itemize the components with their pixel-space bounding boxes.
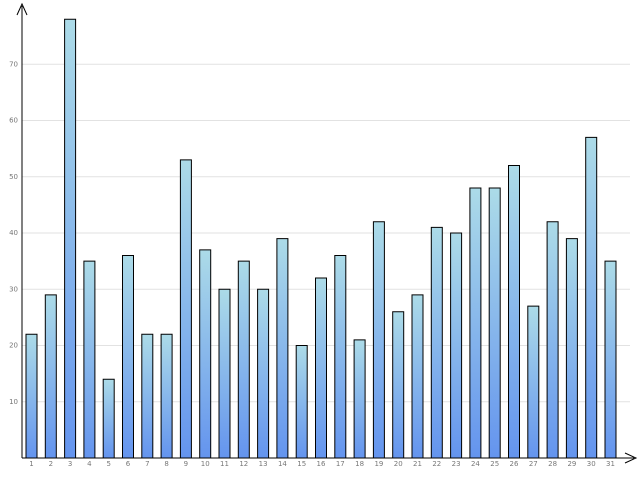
bar xyxy=(604,260,617,459)
x-tick-label: 4 xyxy=(87,460,92,468)
x-tick-label: 7 xyxy=(145,460,149,468)
y-tick-label: 30 xyxy=(9,285,18,293)
bar xyxy=(546,221,559,459)
bars: 1 2 3 4 5 6 7 8 9 10 11 12 13 14 15 16 17 18 19 20 21 22 23 24 2… xyxy=(25,18,617,468)
bar xyxy=(411,294,424,459)
x-tick-label: 2 xyxy=(49,460,53,468)
x-tick-label: 1 xyxy=(29,460,33,468)
x-tick-label: 25 xyxy=(490,460,499,468)
bar xyxy=(83,260,96,459)
x-tick-label: 22 xyxy=(432,460,441,468)
x-tick-label: 14 xyxy=(278,460,287,468)
bar xyxy=(295,345,308,459)
x-tick-label: 19 xyxy=(374,460,383,468)
y-tick-label: 40 xyxy=(9,229,18,237)
x-tick-label: 28 xyxy=(548,460,557,468)
x-tick-label: 27 xyxy=(529,460,538,468)
x-tick-label: 6 xyxy=(126,460,131,468)
x-tick-label: 15 xyxy=(297,460,306,468)
bar xyxy=(276,238,289,459)
bar xyxy=(44,294,57,459)
x-tick-label: 11 xyxy=(220,460,229,468)
x-tick-label: 8 xyxy=(164,460,168,468)
x-tick-label: 29 xyxy=(567,460,576,468)
y-tick-label: 50 xyxy=(9,173,18,181)
y-tick-label: 10 xyxy=(9,398,18,406)
bar xyxy=(315,277,327,459)
x-tick-label: 20 xyxy=(394,460,403,468)
bar xyxy=(160,333,173,459)
y-tick-label: 60 xyxy=(9,117,18,125)
x-tick-label: 24 xyxy=(471,460,480,468)
bar xyxy=(585,136,598,459)
x-tick-label: 23 xyxy=(452,460,461,468)
bar xyxy=(199,249,212,459)
x-tick-label: 5 xyxy=(106,460,110,468)
x-tick-label: 21 xyxy=(413,460,422,468)
bar xyxy=(334,255,347,459)
x-axis-arrow xyxy=(624,452,638,464)
bar xyxy=(527,305,540,459)
y-axis-arrow xyxy=(16,2,28,16)
x-tick-label: 13 xyxy=(259,460,268,468)
bar xyxy=(469,187,482,459)
x-tick-label: 31 xyxy=(606,460,615,468)
x-tick-label: 10 xyxy=(201,460,210,468)
bar xyxy=(102,378,115,459)
bar xyxy=(392,311,405,459)
bar xyxy=(508,165,520,459)
x-tick-label: 16 xyxy=(317,460,326,468)
bar xyxy=(64,18,77,459)
bar xyxy=(488,187,501,459)
x-tick-label: 17 xyxy=(336,460,345,468)
x-tick-label: 3 xyxy=(68,460,72,468)
y-tick-label: 70 xyxy=(9,60,18,68)
x-tick-label: 18 xyxy=(355,460,364,468)
bar xyxy=(353,339,366,459)
x-tick-label: 30 xyxy=(587,460,596,468)
bar xyxy=(237,260,250,459)
bar xyxy=(25,333,38,459)
x-tick-label: 12 xyxy=(239,460,248,468)
x-tick-label: 9 xyxy=(184,460,188,468)
bar xyxy=(450,232,463,459)
bar xyxy=(430,226,443,459)
bar xyxy=(179,159,192,459)
bar xyxy=(257,288,270,459)
bar xyxy=(122,255,134,459)
bar xyxy=(565,238,578,459)
bar xyxy=(141,333,154,459)
bar xyxy=(372,221,385,459)
bar xyxy=(218,288,231,459)
y-tick-label: 20 xyxy=(9,342,18,350)
x-tick-label: 26 xyxy=(510,460,519,468)
